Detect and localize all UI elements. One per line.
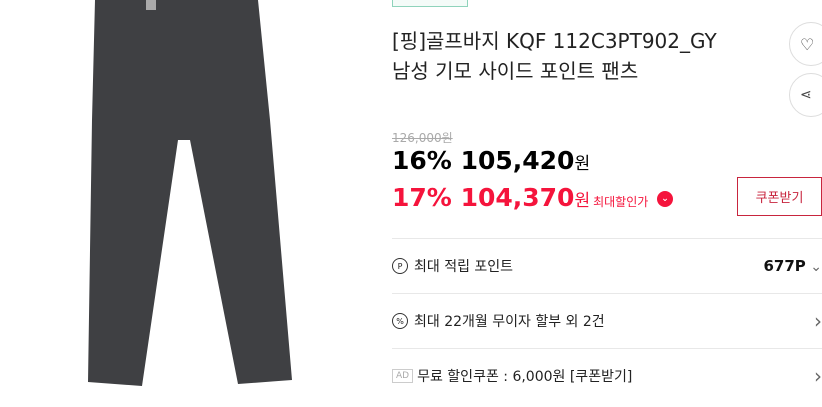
pants-image (0, 0, 370, 403)
share-icon: ⋖ (800, 87, 812, 103)
sale-price: 16% 105,420원 (392, 146, 590, 175)
won: 원 (574, 191, 590, 211)
installment-row[interactable]: % 최대 22개월 무이자 할부 외 2건 › (392, 293, 822, 348)
points-amount: 677P (764, 257, 806, 275)
won: 원 (574, 154, 590, 174)
discount-pct: 17% (392, 183, 452, 212)
installment-label: 최대 22개월 무이자 할부 외 2건 (414, 311, 605, 331)
points-row[interactable]: P 최대 적립 포인트 677P ⌄ (392, 238, 822, 293)
share-button[interactable]: ⋖ (789, 73, 822, 117)
ad-badge: AD (392, 369, 413, 383)
price-value: 104,370 (461, 183, 575, 212)
chevron-right-icon: › (814, 364, 822, 388)
coupon-button[interactable]: 쿠폰받기 (737, 177, 822, 216)
ad-coupon-row[interactable]: AD 무료 할인쿠폰 : 6,000원 [쿠폰받기] › (392, 348, 822, 403)
ad-coupon-label: 무료 할인쿠폰 : 6,000원 [쿠폰받기] (417, 366, 632, 386)
chevron-down-icon: ⌄ (810, 259, 822, 275)
chevron-down-icon[interactable]: ⌄ (657, 191, 673, 207)
wishlist-button[interactable]: ♡ (789, 22, 822, 66)
product-image[interactable] (0, 0, 370, 403)
price-value: 105,420 (461, 146, 575, 175)
discount-pct: 16% (392, 146, 452, 175)
point-icon: P (392, 258, 408, 274)
max-discount-label: 최대할인가 (593, 195, 648, 209)
heart-icon: ♡ (800, 35, 814, 54)
percent-icon: % (392, 313, 408, 329)
title-line-1: [핑]골프바지 KQF 112C3PT902_GY (392, 26, 772, 56)
chevron-right-icon: › (814, 309, 822, 333)
points-value: 677P ⌄ (764, 257, 822, 275)
original-price: 126,000원 (392, 129, 453, 146)
points-label: 최대 적립 포인트 (414, 256, 513, 276)
product-title: [핑]골프바지 KQF 112C3PT902_GY 남성 기모 사이드 포인트 … (392, 26, 772, 86)
tag-badge (392, 0, 468, 7)
title-line-2: 남성 기모 사이드 포인트 팬츠 (392, 56, 772, 86)
